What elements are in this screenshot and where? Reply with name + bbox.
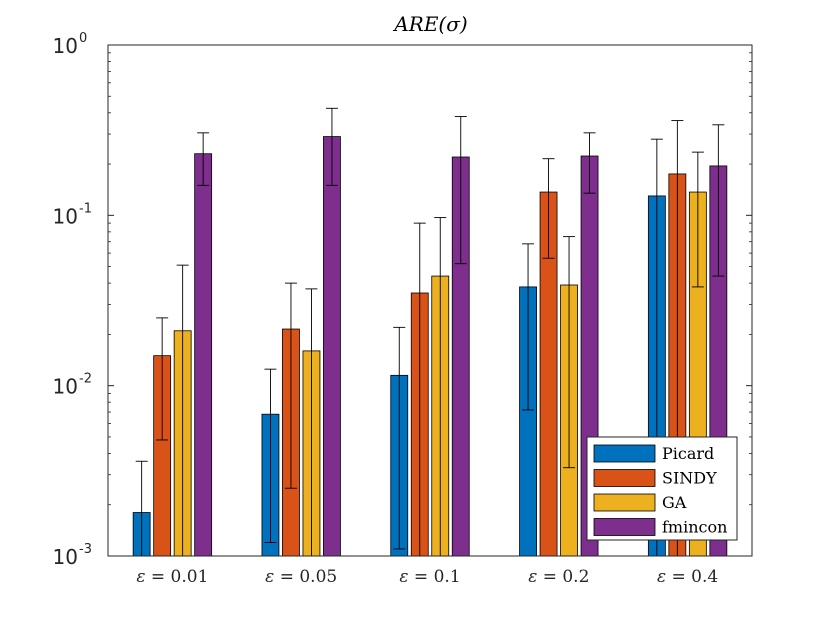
legend: Picard SINDY GA fmincon xyxy=(586,436,738,541)
x-tick-label-4: ε = 0.4 xyxy=(657,567,718,587)
error-bar-sindy-3 xyxy=(542,158,555,259)
y-tick-exponent-0: -3 xyxy=(79,542,92,557)
legend-label-ga: GA xyxy=(662,493,687,512)
error-bar-fmincon-1 xyxy=(325,107,338,186)
y-tick-label-0: 10 xyxy=(53,545,78,569)
legend-label-fmincon: fmincon xyxy=(662,518,727,537)
legend-label-picard: Picard xyxy=(662,444,714,463)
legend-swatch-ga xyxy=(593,493,656,512)
error-bar-picard-2 xyxy=(393,326,406,550)
bar-fmincon-1 xyxy=(323,136,341,557)
x-tick-label-1: ε = 0.05 xyxy=(265,567,337,587)
legend-swatch-picard xyxy=(593,444,656,463)
error-bar-fmincon-4 xyxy=(712,124,725,277)
error-bar-fmincon-3 xyxy=(583,132,596,194)
legend-label-sindy: SINDY xyxy=(662,469,717,488)
x-tick-label-3: ε = 0.2 xyxy=(528,567,589,587)
y-tick-exponent-2: -1 xyxy=(79,201,92,216)
legend-swatch-sindy xyxy=(593,469,656,487)
error-bar-ga-1 xyxy=(305,288,318,556)
y-tick-label-1: 10 xyxy=(53,375,78,399)
y-tick-label-2: 10 xyxy=(53,204,78,228)
error-bar-picard-3 xyxy=(522,243,535,411)
bar-fmincon-0 xyxy=(194,153,213,557)
error-bar-ga-4 xyxy=(691,151,704,288)
bars-layer xyxy=(132,136,728,557)
error-bar-picard-0 xyxy=(135,460,148,556)
y-tick-label-3: 10 xyxy=(53,34,78,58)
error-bar-ga-3 xyxy=(563,236,576,469)
error-bar-ga-0 xyxy=(176,264,189,556)
chart-title: ARE(σ) xyxy=(392,12,467,36)
error-bar-picard-1 xyxy=(264,368,277,543)
error-bar-fmincon-2 xyxy=(454,116,467,265)
error-bar-sindy-1 xyxy=(284,282,297,489)
error-bar-fmincon-0 xyxy=(197,132,210,186)
x-tick-label-0: ε = 0.01 xyxy=(136,567,208,587)
axis-layer: ε = 0.01 ε = 0.05 ε = 0.1 ε = 0.2 ε = 0.410-… xyxy=(53,31,752,587)
error-bar-sindy-0 xyxy=(156,317,169,441)
plot-frame xyxy=(107,44,753,557)
y-tick-exponent-3: 0 xyxy=(79,31,87,46)
x-tick-label-2: ε = 0.1 xyxy=(399,567,460,587)
error-bar-ga-2 xyxy=(434,217,447,556)
legend-swatch-fmincon xyxy=(593,518,656,536)
y-tick-exponent-1: -2 xyxy=(79,372,92,387)
error-bar-sindy-2 xyxy=(413,222,426,556)
